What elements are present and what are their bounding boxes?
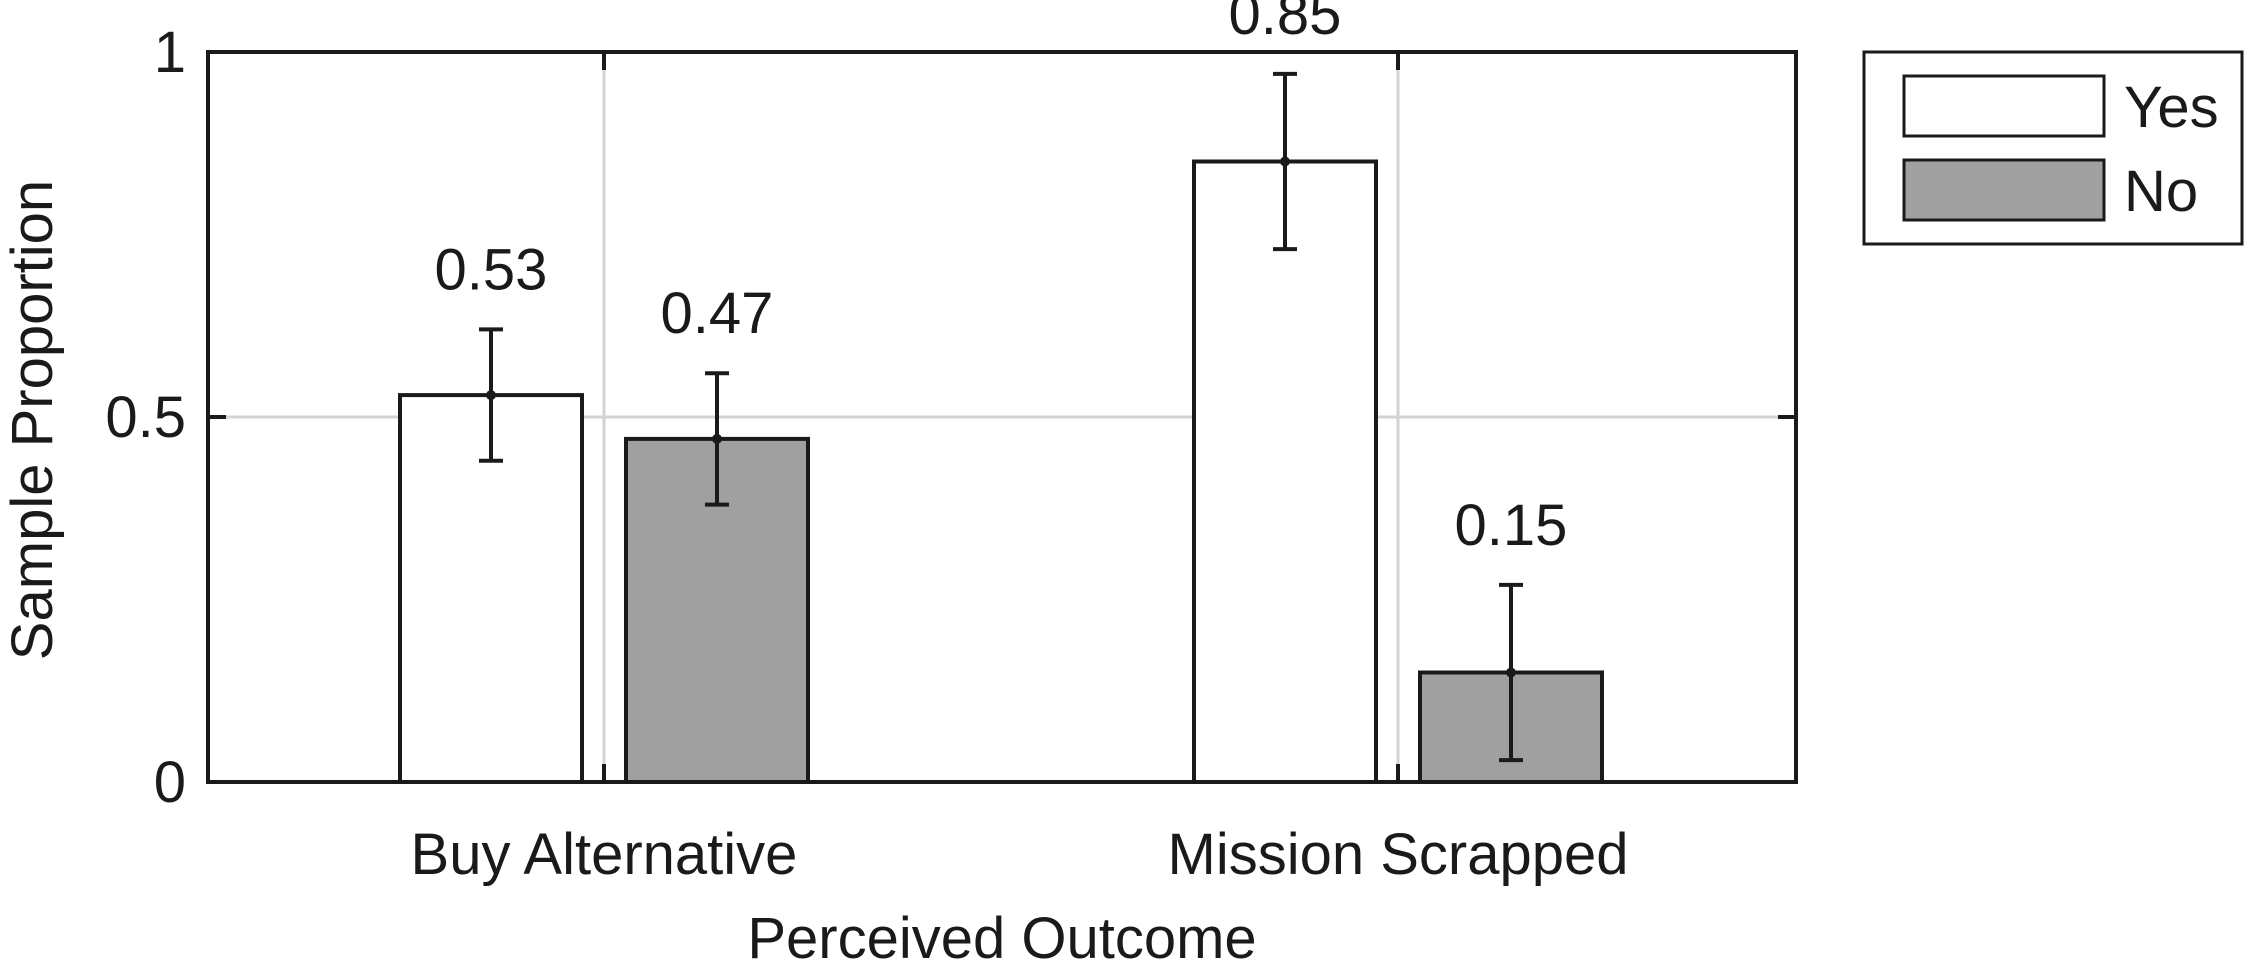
legend-swatch-yes (1902, 74, 2106, 138)
bar-yes-1 (1192, 159, 1378, 784)
data-label-no-0: 0.47 (661, 281, 774, 346)
mean-marker (712, 433, 722, 444)
x-tick-label: Mission Scrapped (1168, 822, 1629, 887)
data-label-yes-1: 0.85 (1229, 0, 1342, 47)
data-label-yes-0: 0.53 (435, 237, 548, 302)
bars-layer (398, 71, 1604, 784)
data-label-no-1: 0.15 (1455, 493, 1568, 558)
legend-label-yes: Yes (2124, 75, 2219, 140)
mean-marker (486, 390, 496, 401)
y-axis-label: Sample Proportion (0, 180, 65, 660)
y-tick-label: 0 (154, 750, 186, 815)
x-axis-label: Perceived Outcome (747, 906, 1256, 970)
y-tick-label: 0.5 (105, 385, 186, 450)
x-tick-label: Buy Alternative (411, 822, 798, 887)
legend-swatch-no (1902, 158, 2106, 222)
legend-label-no: No (2124, 159, 2198, 224)
legend: Yes No (1862, 50, 2244, 246)
mean-marker (1506, 667, 1516, 678)
axes-layer (206, 50, 1798, 784)
mean-marker (1280, 156, 1290, 167)
y-tick-label: 1 (154, 20, 186, 85)
labels-layer: 0.53 0.85 0.47 0.15 0 0.5 1 Buy Alternative Miss… (105, 0, 1628, 887)
